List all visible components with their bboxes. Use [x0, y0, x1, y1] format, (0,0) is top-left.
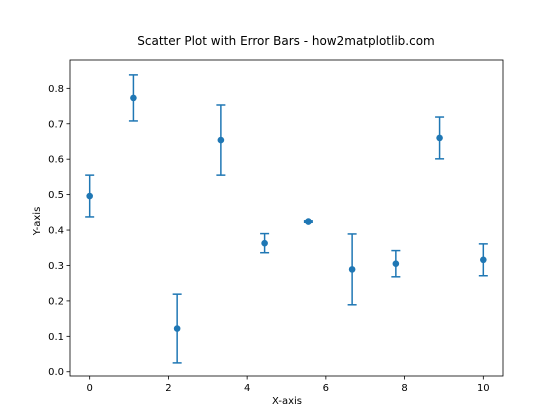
y-tick-label: 0.3 — [48, 261, 64, 272]
x-tick-label: 6 — [323, 383, 329, 394]
data-point — [86, 192, 93, 200]
x-tick-label: 0 — [86, 383, 92, 394]
data-point — [130, 94, 137, 102]
y-tick-label: 0.1 — [48, 332, 64, 343]
plot-area — [69, 59, 504, 377]
x-axis-label: X-axis — [272, 396, 302, 407]
data-point — [436, 134, 443, 142]
data-point — [480, 256, 487, 264]
x-tick-label: 2 — [165, 383, 171, 394]
data-point — [261, 239, 268, 247]
data-point — [173, 325, 181, 332]
x-tick-label: 8 — [401, 383, 407, 394]
axis-ticks: 0 2 4 6 8 10 0.0 0.1 0.2 0.3 0.4 0.5 0.6 0.7 0.8 — [48, 84, 490, 394]
y-tick-label: 0.4 — [48, 226, 64, 237]
y-tick-label: 0.5 — [48, 190, 64, 201]
chart-title: Scatter Plot with Error Bars - how2matpl… — [137, 34, 434, 48]
plot-frame — [69, 59, 504, 377]
data-point — [305, 218, 312, 225]
y-tick-label: 0.2 — [48, 296, 64, 307]
x-tick-label: 4 — [244, 383, 250, 394]
y-tick-label: 0.0 — [48, 367, 64, 378]
data-point — [217, 136, 225, 144]
y-tick-label: 0.8 — [48, 84, 64, 95]
data-point — [348, 266, 356, 273]
y-tick-label: 0.6 — [48, 155, 64, 166]
x-tick-label: 10 — [477, 383, 490, 394]
y-tick-label: 0.7 — [48, 119, 64, 130]
y-axis-label: Y-axis — [32, 207, 43, 237]
data-point — [392, 260, 400, 267]
